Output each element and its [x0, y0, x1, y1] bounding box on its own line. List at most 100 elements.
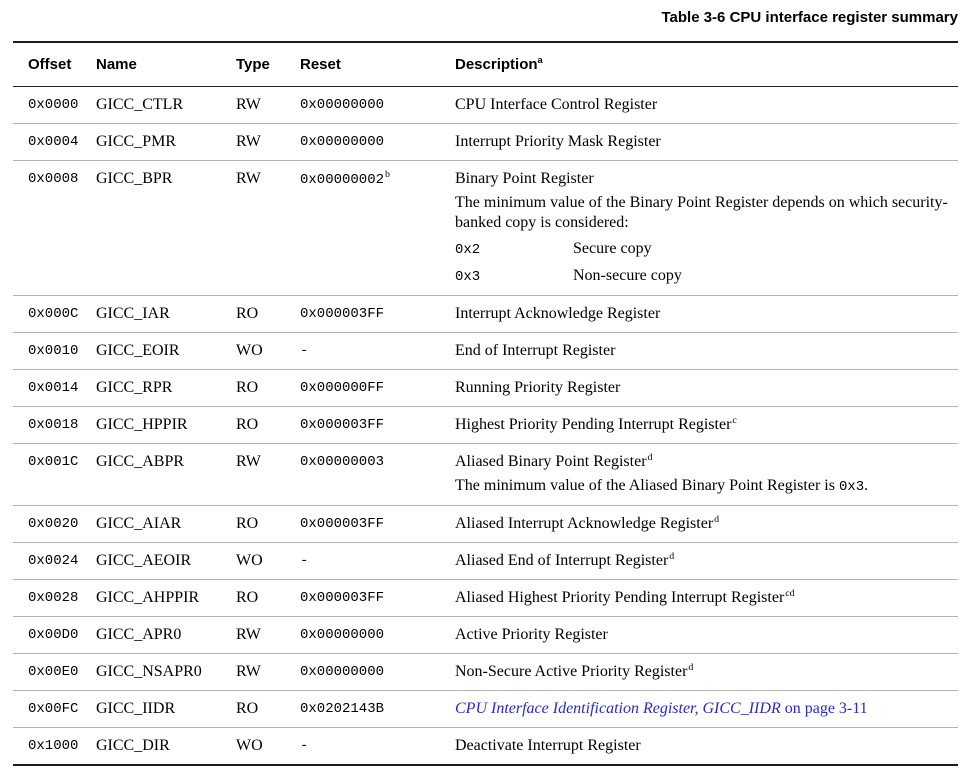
- table-row: 0x0000 GICC_CTLR RW 0x00000000 CPU Inter…: [13, 86, 958, 124]
- description-cell: CPU Interface Control Register: [455, 86, 958, 124]
- table-row: 0x0008 GICC_BPR RW 0x00000002b Binary Po…: [13, 160, 958, 296]
- name-cell: GICC_EOIR: [96, 332, 236, 370]
- footnote-marker: cd: [785, 587, 795, 599]
- name-cell: GICC_ABPR: [96, 443, 236, 506]
- description-cell: Interrupt Acknowledge Register: [455, 295, 958, 333]
- description-text: Aliased Highest Priority Pending Interru…: [455, 589, 785, 606]
- value-code: 0x2: [455, 242, 481, 258]
- table-row: 0x0010 GICC_EOIR WO - End of Interrupt R…: [13, 332, 958, 370]
- description-cell: Interrupt Priority Mask Register: [455, 123, 958, 161]
- offset-cell: 0x0028: [13, 579, 96, 617]
- table-row: 0x0018 GICC_HPPIR RO 0x000003FF Highest …: [13, 406, 958, 444]
- table-row: 0x001C GICC_ABPR RW 0x00000003 Aliased B…: [13, 443, 958, 506]
- type-cell: RW: [236, 123, 300, 161]
- column-header-name: Name: [96, 42, 236, 87]
- reset-cell: 0x000000FF: [300, 369, 455, 407]
- table-row: 0x0028 GICC_AHPPIR RO 0x000003FF Aliased…: [13, 579, 958, 617]
- footnote-marker: d: [647, 451, 653, 463]
- table-row: 0x1000 GICC_DIR WO - Deactivate Interrup…: [13, 727, 958, 766]
- reset-value: 0x00000002: [300, 172, 385, 188]
- table-row: 0x0004 GICC_PMR RW 0x00000000 Interrupt …: [13, 123, 958, 161]
- type-cell: RO: [236, 369, 300, 407]
- footnote-marker: b: [385, 168, 390, 180]
- reset-cell: 0x000003FF: [300, 295, 455, 333]
- offset-cell: 0x0000: [13, 86, 96, 124]
- offset-cell: 0x0014: [13, 369, 96, 407]
- type-cell: RW: [236, 86, 300, 124]
- description-cell: Active Priority Register: [455, 616, 958, 654]
- description-cell: End of Interrupt Register: [455, 332, 958, 370]
- reset-cell: 0x00000000: [300, 86, 455, 124]
- register-summary-table: Offset Name Type Reset Descriptiona 0x00…: [13, 41, 958, 766]
- type-cell: WO: [236, 542, 300, 580]
- offset-cell: 0x0020: [13, 505, 96, 543]
- description-title: Aliased Binary Point Registerd: [455, 452, 958, 472]
- offset-cell: 0x0024: [13, 542, 96, 580]
- type-cell: RO: [236, 579, 300, 617]
- offset-cell: 0x00FC: [13, 690, 96, 728]
- table-row: 0x000C GICC_IAR RO 0x000003FF Interrupt …: [13, 295, 958, 333]
- type-cell: RW: [236, 653, 300, 691]
- reset-cell: -: [300, 542, 455, 580]
- name-cell: GICC_BPR: [96, 160, 236, 296]
- type-cell: RW: [236, 616, 300, 654]
- link-register-title: CPU Interface Identification Register, G…: [455, 700, 781, 717]
- name-cell: GICC_IIDR: [96, 690, 236, 728]
- type-cell: RO: [236, 295, 300, 333]
- description-cell: Aliased Binary Point Registerd The minim…: [455, 443, 958, 506]
- name-cell: GICC_IAR: [96, 295, 236, 333]
- footnote-marker: c: [732, 414, 737, 426]
- offset-cell: 0x1000: [13, 727, 96, 766]
- reset-cell: 0x000003FF: [300, 406, 455, 444]
- column-header-description-label: Description: [455, 56, 538, 73]
- table-caption: Table 3-6 CPU interface register summary: [661, 9, 958, 26]
- name-cell: GICC_APR0: [96, 616, 236, 654]
- link-page-reference: on page 3-11: [780, 700, 868, 717]
- description-note: The minimum value of the Binary Point Re…: [455, 194, 948, 231]
- value-label: Non-secure copy: [573, 267, 682, 284]
- description-text: Non-Secure Active Priority Register: [455, 663, 688, 680]
- type-cell: WO: [236, 727, 300, 766]
- reset-cell: -: [300, 332, 455, 370]
- footnote-marker: d: [688, 661, 694, 673]
- description-cell: Deactivate Interrupt Register: [455, 727, 958, 766]
- footnote-marker: a: [537, 55, 543, 65]
- name-cell: GICC_CTLR: [96, 86, 236, 124]
- name-cell: GICC_AHPPIR: [96, 579, 236, 617]
- header-row: Offset Name Type Reset Descriptiona: [13, 42, 958, 87]
- table-row: 0x0014 GICC_RPR RO 0x000000FF Running Pr…: [13, 369, 958, 407]
- description-text: Aliased Binary Point Register: [455, 453, 647, 470]
- description-cell: Non-Secure Active Priority Registerd: [455, 653, 958, 691]
- gicc-iidr-cross-reference-link[interactable]: CPU Interface Identification Register, G…: [455, 700, 868, 717]
- reset-cell: -: [300, 727, 455, 766]
- type-cell: RO: [236, 690, 300, 728]
- description-text: Highest Priority Pending Interrupt Regis…: [455, 416, 732, 433]
- footnote-marker: d: [714, 513, 720, 525]
- description-text: Aliased End of Interrupt Register: [455, 552, 669, 569]
- offset-cell: 0x0008: [13, 160, 96, 296]
- table-row: 0x0020 GICC_AIAR RO 0x000003FF Aliased I…: [13, 505, 958, 543]
- reset-cell: 0x0202143B: [300, 690, 455, 728]
- reset-cell: 0x00000000: [300, 653, 455, 691]
- table-row: 0x00D0 GICC_APR0 RW 0x00000000 Active Pr…: [13, 616, 958, 654]
- name-cell: GICC_HPPIR: [96, 406, 236, 444]
- reset-cell: 0x000003FF: [300, 505, 455, 543]
- note-code: 0x3: [838, 479, 865, 495]
- reset-cell: 0x00000000: [300, 123, 455, 161]
- note-text: .: [864, 477, 869, 494]
- table-row: 0x00FC GICC_IIDR RO 0x0202143B CPU Inter…: [13, 690, 958, 728]
- description-title: Binary Point Register: [455, 170, 594, 187]
- value-code: 0x3: [455, 269, 481, 285]
- name-cell: GICC_DIR: [96, 727, 236, 766]
- column-header-type: Type: [236, 42, 300, 87]
- reset-cell: 0x00000002b: [300, 160, 455, 296]
- offset-cell: 0x00D0: [13, 616, 96, 654]
- table-row: 0x00E0 GICC_NSAPR0 RW 0x00000000 Non-Sec…: [13, 653, 958, 691]
- type-cell: RO: [236, 505, 300, 543]
- type-cell: WO: [236, 332, 300, 370]
- description-cell: Aliased End of Interrupt Registerd: [455, 542, 958, 580]
- table-row: 0x0024 GICC_AEOIR WO - Aliased End of In…: [13, 542, 958, 580]
- reset-cell: 0x000003FF: [300, 579, 455, 617]
- name-cell: GICC_AIAR: [96, 505, 236, 543]
